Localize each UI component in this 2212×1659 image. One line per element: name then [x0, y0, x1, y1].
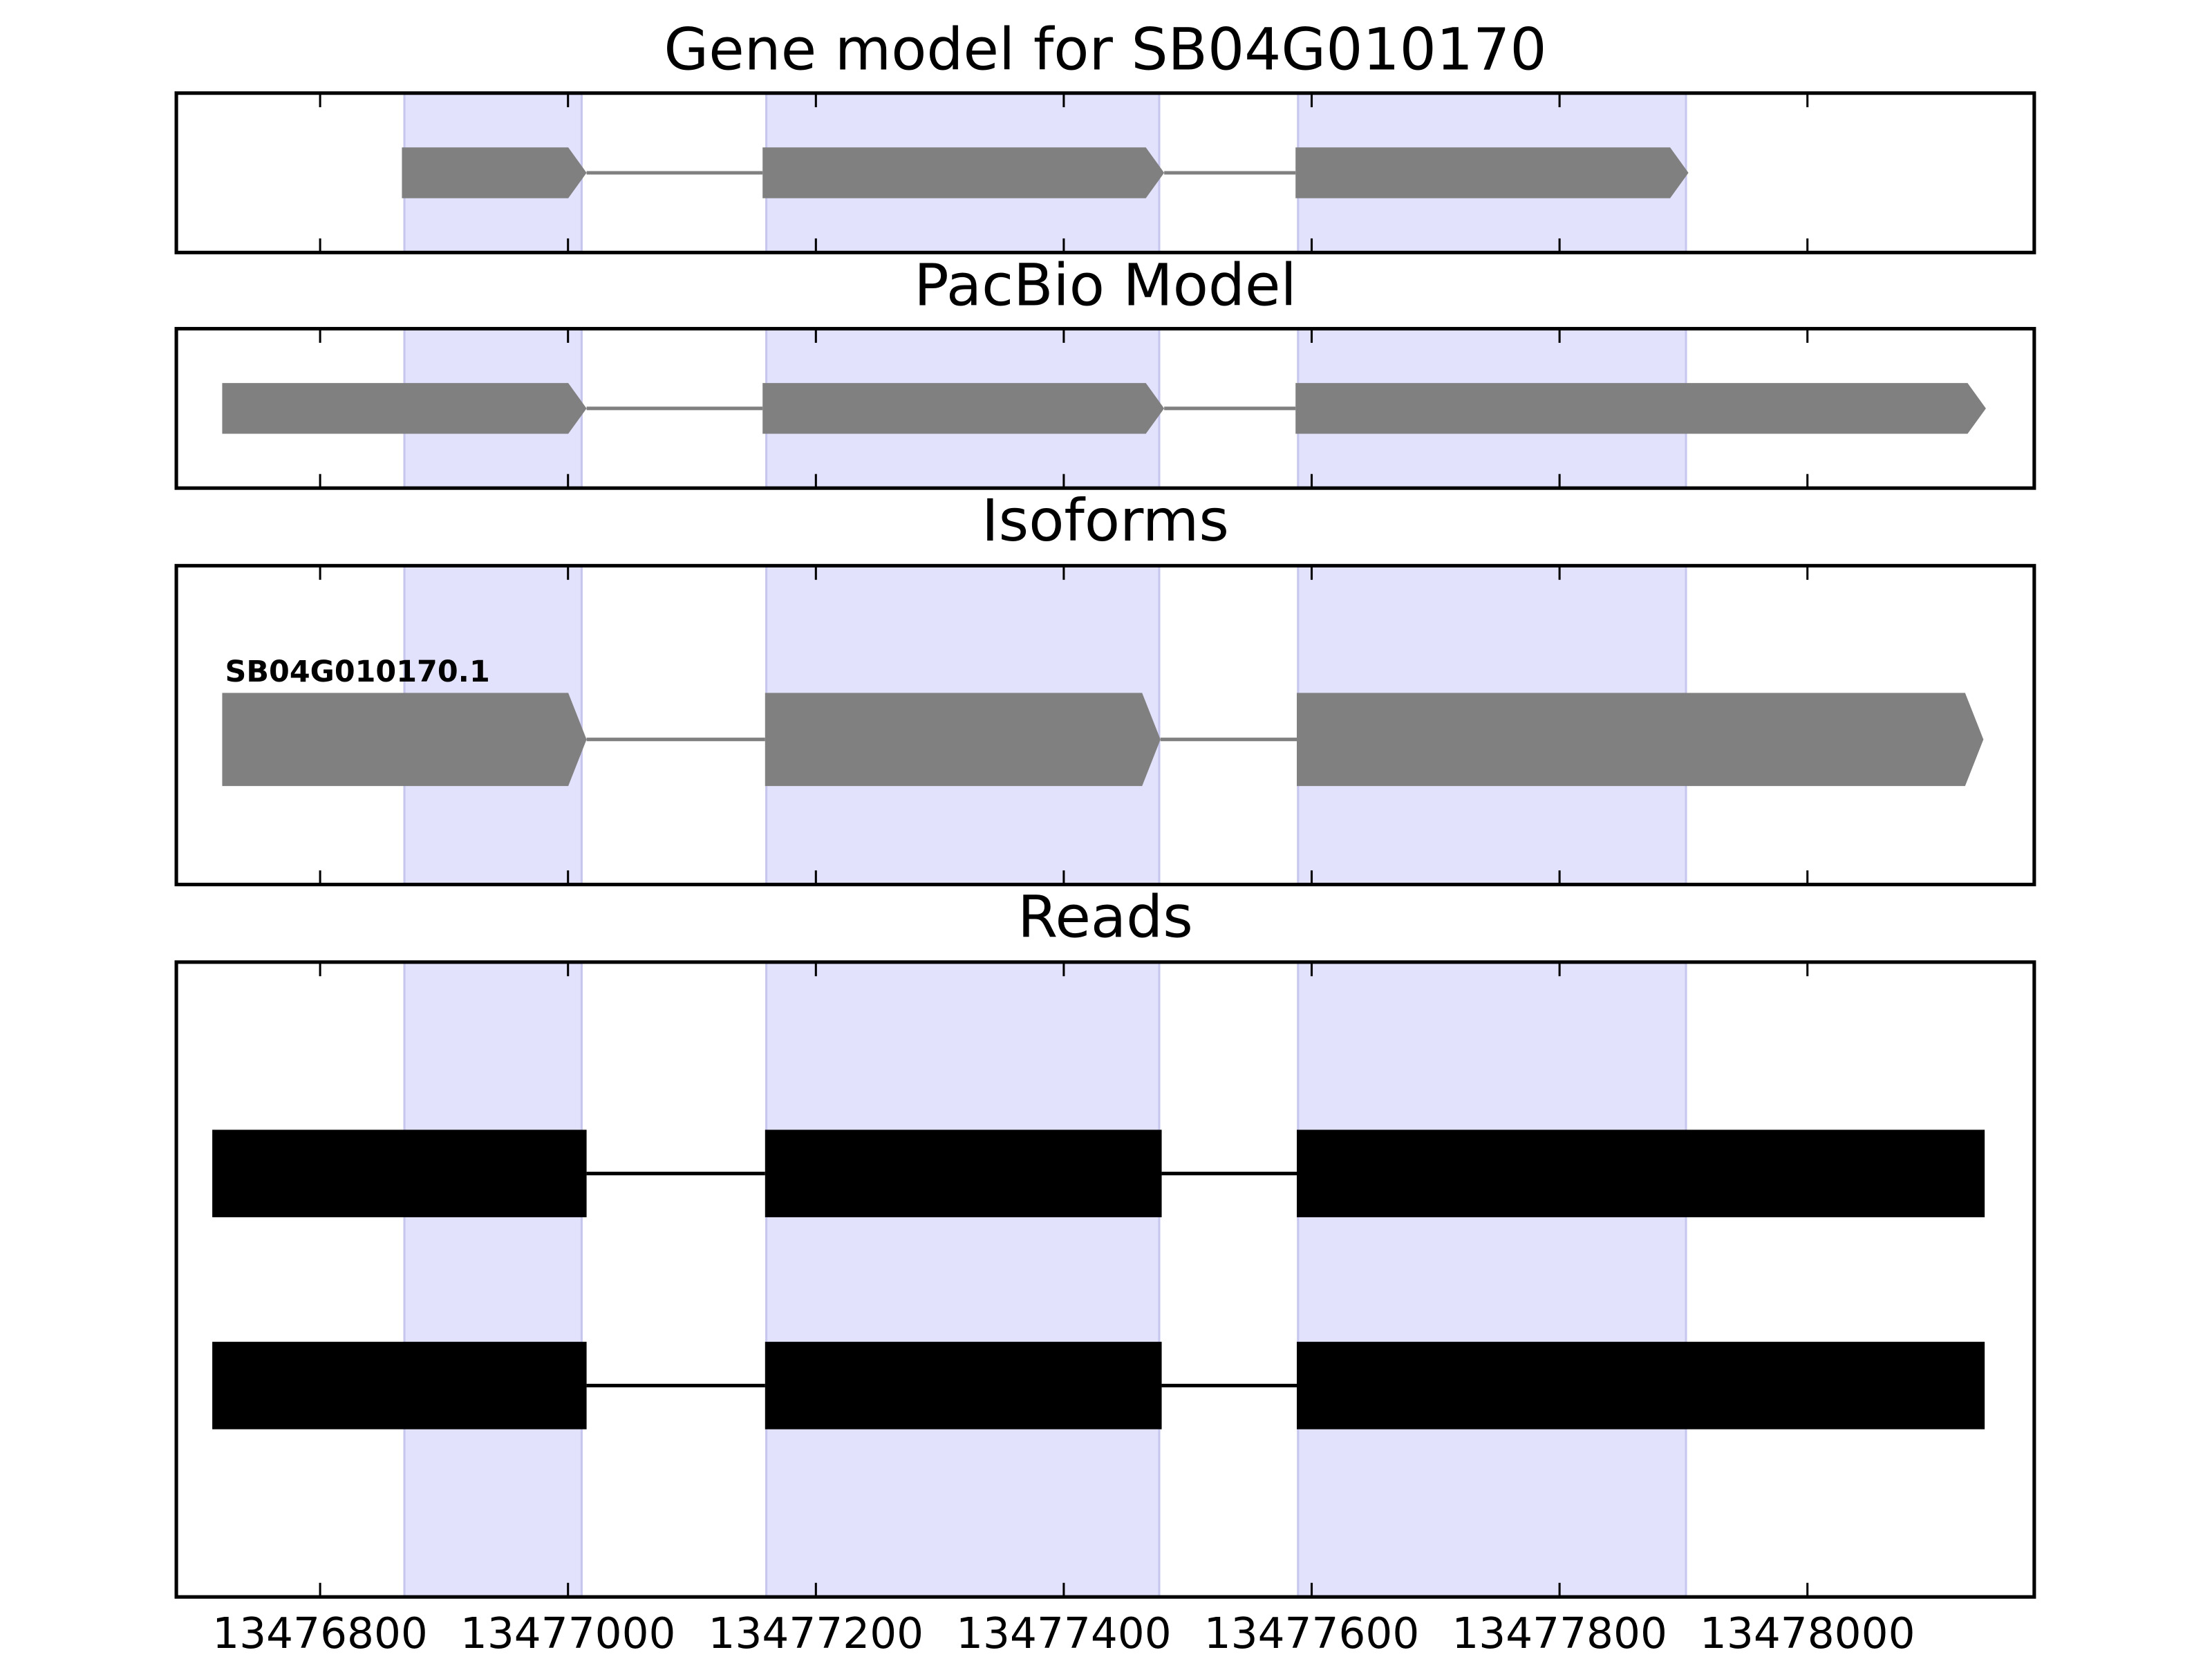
exon: [402, 147, 587, 198]
x-tick-label: 13476800: [212, 1609, 428, 1658]
exon: [1295, 147, 1689, 198]
x-tick-label: 13477400: [956, 1609, 1172, 1658]
x-tick-label: 13477200: [709, 1609, 924, 1658]
exon: [1295, 383, 1986, 434]
exon: [765, 693, 1161, 787]
exon: [1297, 693, 1984, 787]
panel-frame: [174, 960, 2036, 1599]
panel-title: Reads: [1018, 883, 1193, 951]
panel-frame: [174, 326, 2036, 490]
x-tick-label: 13477000: [460, 1609, 676, 1658]
exon: [1297, 1130, 1985, 1217]
exon: [222, 383, 587, 434]
track-label: SB04G010170.1: [225, 655, 490, 689]
exon: [222, 693, 587, 787]
panel-title: PacBio Model: [914, 251, 1297, 319]
panel-frame: [174, 563, 2036, 887]
x-tick-label: 13478000: [1700, 1609, 1915, 1658]
x-tick-label: 13477600: [1204, 1609, 1420, 1658]
exon: [212, 1342, 587, 1430]
panel-title: Gene model for SB04G010170: [664, 15, 1546, 83]
exon-highlight: [765, 961, 1161, 1598]
x-tick-label: 13477800: [1452, 1609, 1667, 1658]
exon: [762, 147, 1165, 198]
exon: [1297, 1342, 1985, 1430]
exon: [765, 1342, 1162, 1430]
panel-frame: [174, 91, 2036, 254]
exon: [212, 1130, 587, 1217]
exon: [762, 383, 1165, 434]
exon: [765, 1130, 1162, 1217]
panel-title: Isoforms: [982, 487, 1229, 554]
exon-highlight: [403, 961, 583, 1598]
exon-highlight: [1297, 961, 1687, 1598]
